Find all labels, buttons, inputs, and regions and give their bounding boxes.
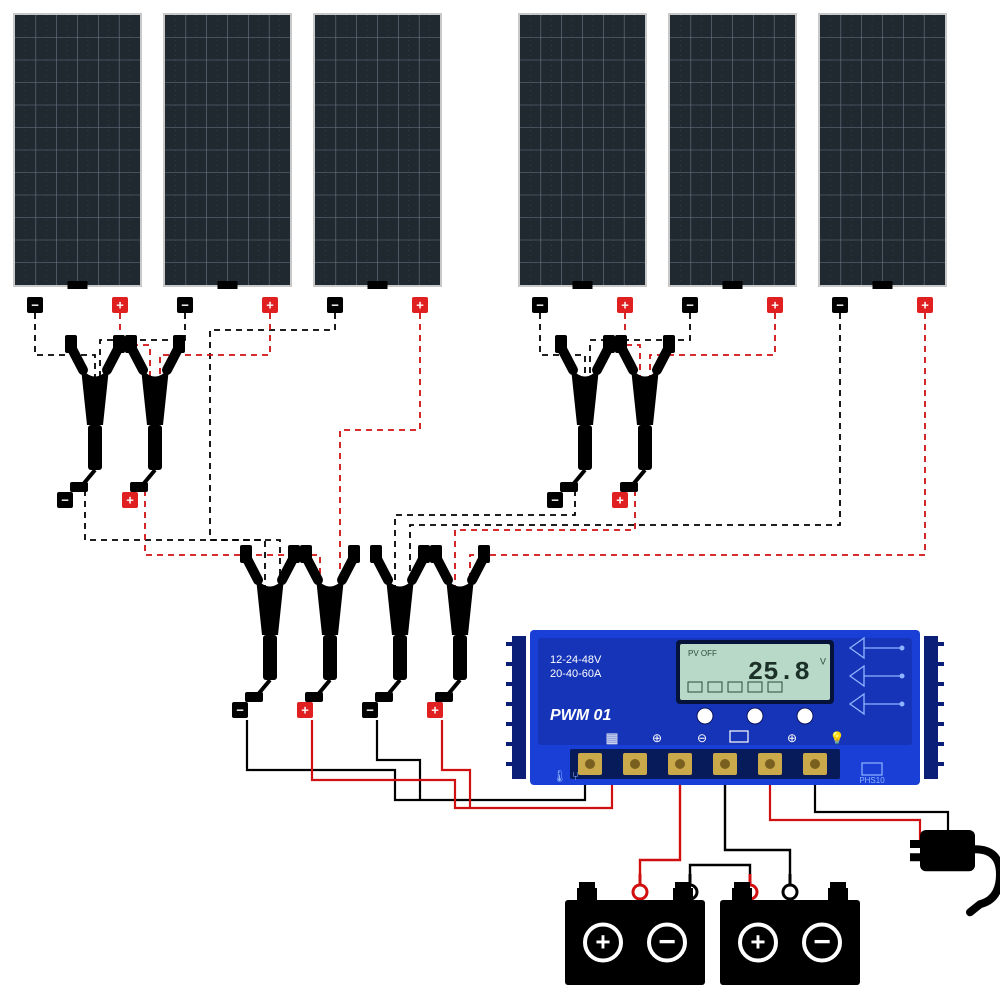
svg-text:−: −: [31, 297, 39, 312]
svg-text:PV OFF: PV OFF: [688, 649, 717, 658]
svg-text:−: −: [551, 492, 559, 507]
controller-button[interactable]: [697, 708, 713, 724]
controller-button[interactable]: [747, 708, 763, 724]
solar-panel: [313, 13, 442, 287]
port-label: PHS10: [859, 776, 885, 785]
svg-text:+: +: [126, 492, 134, 507]
controller-button[interactable]: [797, 708, 813, 724]
svg-text:−: −: [331, 297, 339, 312]
solar-panel: [518, 13, 647, 287]
svg-text:−: −: [236, 702, 244, 717]
svg-text:−: −: [61, 492, 69, 507]
svg-text:+: +: [750, 926, 765, 956]
solar-panel: [818, 13, 947, 287]
svg-text:−: −: [686, 297, 694, 312]
current-rating-label: 20-40-60A: [550, 668, 602, 680]
charge-controller: PV OFF25.8V12-24-48V20-40-60APWM 01▦⊕⊖⊕💡…: [506, 630, 944, 785]
solar-icon: ▦: [605, 730, 618, 746]
solar-wiring-diagram: −+−+−+−+−+−+−+−+−+−+PV OFF25.8V12-24-48V…: [0, 0, 1000, 1000]
svg-text:−: −: [536, 297, 544, 312]
voltage-rating-label: 12-24-48V: [550, 654, 602, 666]
svg-text:⑂: ⑂: [572, 769, 579, 783]
svg-text:🌡: 🌡: [552, 769, 567, 783]
svg-text:+: +: [771, 297, 779, 312]
svg-text:+: +: [116, 297, 124, 312]
svg-text:−: −: [366, 702, 374, 717]
svg-text:−: −: [658, 925, 676, 958]
svg-text:⊕: ⊕: [652, 731, 662, 745]
solar-panel: [163, 13, 292, 287]
svg-text:+: +: [616, 492, 624, 507]
solar-panel: [13, 13, 142, 287]
svg-text:+: +: [431, 702, 439, 717]
svg-text:V: V: [820, 656, 826, 666]
load-icon: 💡: [830, 731, 845, 745]
svg-text:−: −: [836, 297, 844, 312]
svg-text:−: −: [813, 925, 831, 958]
solar-panel: [668, 13, 797, 287]
svg-text:+: +: [266, 297, 274, 312]
svg-text:⊖: ⊖: [697, 731, 707, 745]
model-label: PWM 01: [550, 707, 611, 724]
svg-text:+: +: [301, 702, 309, 717]
svg-text:+: +: [416, 297, 424, 312]
svg-text:+: +: [921, 297, 929, 312]
svg-text:−: −: [181, 297, 189, 312]
svg-text:⊕: ⊕: [787, 731, 797, 745]
svg-text:+: +: [595, 926, 610, 956]
svg-text:+: +: [621, 297, 629, 312]
